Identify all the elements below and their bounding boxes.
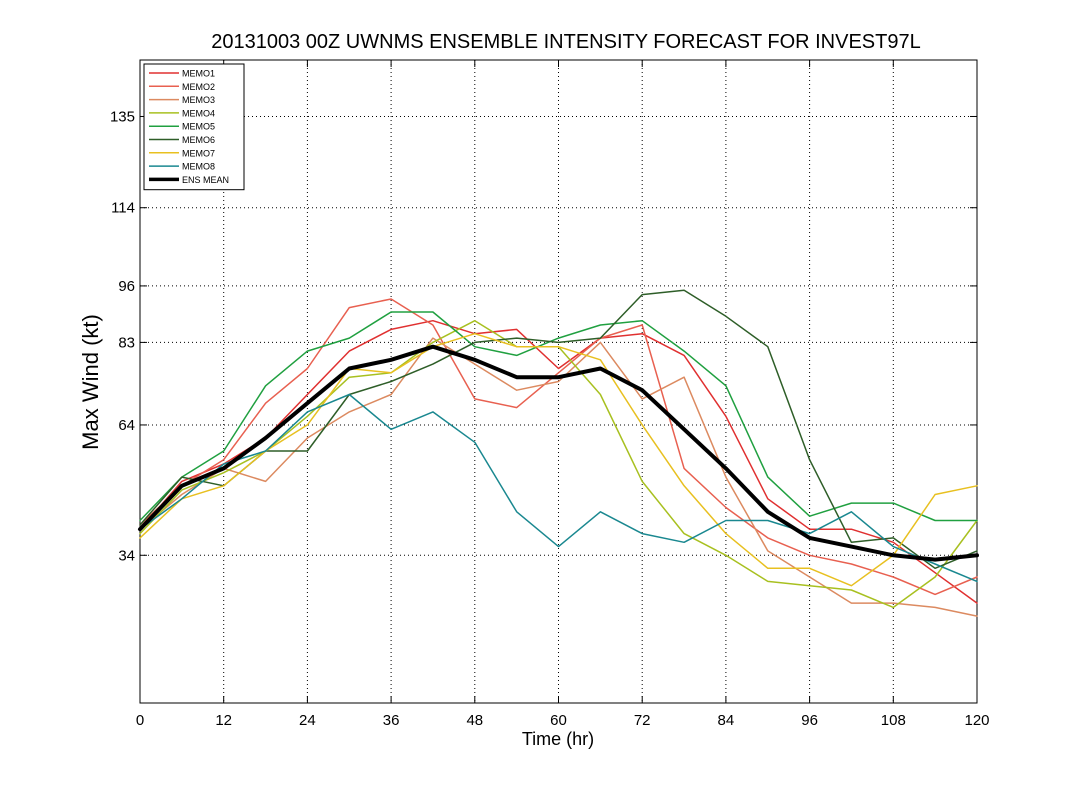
y-tick-label: 64 [118,417,135,434]
x-tick-label: 0 [136,712,144,729]
series-line-memo6 [139,289,978,570]
legend-label: MEMO8 [182,162,215,172]
series-line-memo3 [139,337,978,617]
series-line-ens-mean [138,344,979,562]
y-axis-label: Max Wind (kt) [78,314,103,450]
y-tick-label: 96 [118,278,135,295]
x-tick-label: 36 [383,712,400,729]
legend-label: MEMO1 [182,69,215,79]
y-tick-label: 135 [110,108,135,125]
y-tick-label: 83 [118,334,135,351]
x-tick-label: 108 [881,712,906,729]
series-line-memo2 [139,298,978,596]
series-line-memo5 [139,311,978,522]
x-axis-label: Time (hr) [522,729,594,749]
series-line-memo8 [139,393,978,583]
legend-label: MEMO5 [182,122,215,132]
chart-title: 20131003 00Z UWNMS ENSEMBLE INTENSITY FO… [211,31,920,53]
series-line-memo1 [139,319,978,604]
x-tick-label: 84 [718,712,735,729]
legend-label: MEMO4 [182,108,215,118]
x-tick-label: 72 [634,712,651,729]
legend-label: ENS MEAN [182,175,229,185]
legend-label: MEMO7 [182,148,215,158]
y-tick-label: 114 [111,200,135,217]
x-tick-label: 120 [964,712,989,729]
y-tick-label: 34 [118,547,135,564]
legend-label: MEMO2 [182,82,215,92]
legend-label: MEMO3 [182,95,215,105]
series-layer [138,289,979,617]
x-tick-label: 24 [299,712,316,729]
ticks: 0 12 24 36 48 60 72 84 96 108 120 34 64 83 96 114 135 [110,60,990,729]
x-tick-label: 48 [466,712,483,729]
x-tick-label: 96 [801,712,818,729]
legend: MEMO1 MEMO2 MEMO3 MEMO4 MEMO5 MEMO6 MEMO7 MEMO8… [143,63,245,191]
x-tick-label: 60 [550,712,567,729]
x-tick-label: 12 [215,712,232,729]
legend-label: MEMO6 [182,135,215,145]
series-line-memo7 [139,332,978,587]
